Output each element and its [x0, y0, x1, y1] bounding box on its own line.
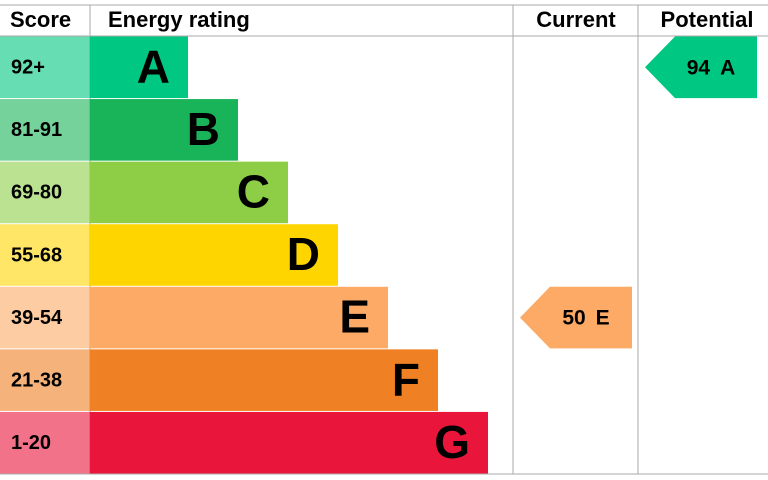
rating-letter: F — [392, 353, 420, 405]
rating-bar — [90, 411, 488, 474]
potential-arrow — [645, 36, 757, 99]
rating-letter: G — [434, 416, 470, 468]
score-label: 92+ — [11, 57, 45, 79]
score-cell — [0, 224, 90, 286]
rating-bar — [90, 36, 188, 99]
score-label: 1-20 — [11, 432, 51, 454]
score-cell — [0, 286, 90, 349]
rating-letter: C — [237, 166, 270, 218]
rating-bar — [90, 99, 238, 161]
score-label: 81-91 — [11, 119, 62, 141]
rating-bar — [90, 161, 288, 224]
current-arrow — [520, 286, 632, 349]
rating-letter: A — [137, 40, 170, 92]
rating-bar — [90, 224, 338, 286]
current-letter: E — [596, 306, 610, 329]
score-cell — [0, 161, 90, 224]
rating-letter: D — [287, 228, 320, 280]
rating-letter: B — [187, 103, 220, 155]
potential-letter: A — [720, 56, 735, 79]
potential-value: 94 — [687, 56, 711, 79]
score-cell — [0, 349, 90, 411]
score-cell — [0, 411, 90, 474]
header-rating: Energy rating — [108, 7, 250, 32]
score-label: 39-54 — [11, 307, 63, 329]
potential-label: 94 A — [687, 56, 736, 79]
score-label: 55-68 — [11, 244, 62, 266]
score-cell — [0, 99, 90, 161]
current-label: 50 E — [562, 306, 609, 329]
rating-bar — [90, 286, 388, 349]
rating-letter: E — [339, 291, 370, 343]
rating-bar — [90, 349, 438, 411]
header-current: Current — [536, 7, 616, 32]
score-label: 69-80 — [11, 182, 62, 204]
current-value: 50 — [562, 306, 585, 329]
score-cell — [0, 36, 90, 99]
score-label: 21-38 — [11, 369, 62, 391]
header-score: Score — [10, 7, 71, 32]
header-potential: Potential — [661, 7, 754, 32]
